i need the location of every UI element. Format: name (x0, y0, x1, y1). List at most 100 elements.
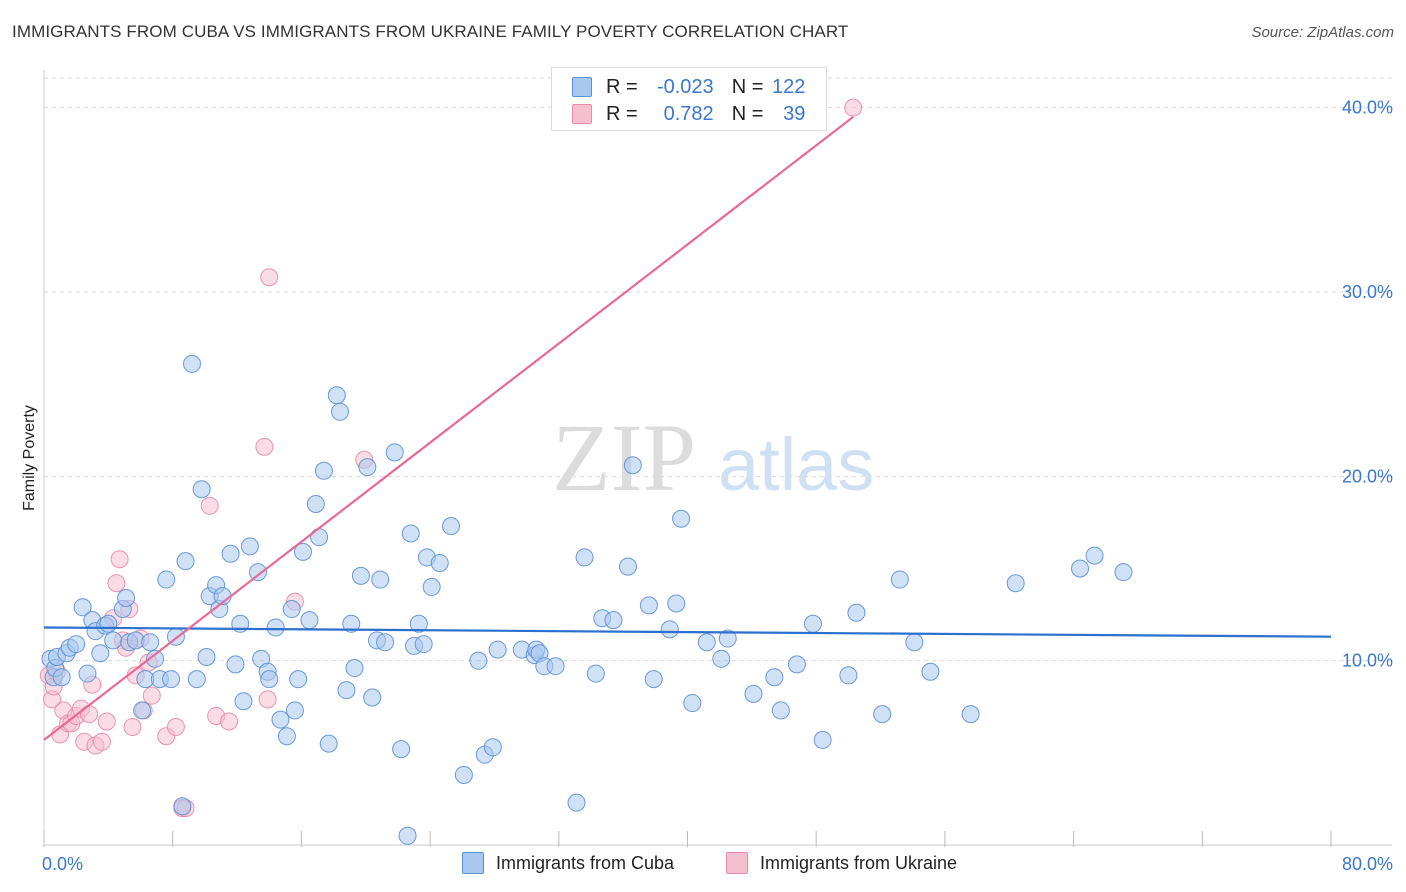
cuba-point (1071, 559, 1090, 578)
watermark-atlas: atlas (718, 423, 874, 506)
cuba-n-label: N = (731, 75, 764, 98)
cuba-point (221, 544, 240, 563)
cuba-point (409, 614, 428, 633)
legend-item-ukraine: Immigrants from Ukraine (726, 852, 957, 874)
ukraine-r-value: 0.782 (663, 102, 714, 125)
cuba-point (905, 633, 924, 652)
cuba-point (371, 570, 390, 589)
cuba-point (623, 456, 642, 475)
cuba-point (285, 701, 304, 720)
cuba-point (162, 670, 181, 689)
ukraine-trend-line (43, 115, 854, 741)
cuba-point (52, 668, 71, 687)
ukraine-point (166, 718, 185, 737)
cuba-point (260, 670, 279, 689)
cuba-point (192, 480, 211, 499)
cuba-point (803, 614, 822, 633)
cuba-point (104, 631, 123, 650)
ukraine-point (80, 705, 99, 724)
cuba-point (331, 402, 350, 421)
cuba-n-value: 122 (772, 75, 806, 98)
ukraine-point (110, 550, 129, 569)
cuba-point (310, 528, 329, 547)
cuba-point (401, 524, 420, 543)
cuba-point (873, 705, 892, 724)
cuba-point (248, 563, 267, 582)
cuba-point (351, 566, 370, 585)
ukraine-point (844, 98, 863, 117)
stats-legend: R = -0.023 N = 122 R = 0.782 N = 39 (551, 67, 827, 131)
legend-row-cuba: R = -0.023 N = 122 (572, 73, 805, 101)
cuba-point (961, 705, 980, 724)
cuba-point (469, 651, 488, 670)
ukraine-point (107, 574, 126, 593)
cuba-point (376, 633, 395, 652)
cuba-point (363, 688, 382, 707)
legend-item-cuba: Immigrants from Cuba (462, 852, 674, 874)
cuba-point (300, 611, 319, 630)
cuba-point (282, 600, 301, 619)
ukraine-point (142, 686, 161, 705)
source-label: Source: ZipAtlas.com (1251, 24, 1394, 41)
ukraine-point (258, 690, 277, 709)
cuba-point (141, 633, 160, 652)
cuba-point (483, 738, 502, 757)
cuba-point (345, 659, 364, 678)
ukraine-point (97, 712, 116, 731)
cuba-point (890, 570, 909, 589)
cuba-point (575, 548, 594, 567)
cuba-r-value: -0.023 (656, 75, 714, 98)
cuba-point (604, 611, 623, 630)
ukraine-point (92, 732, 111, 751)
cuba-point (73, 598, 92, 617)
cuba-point (342, 614, 361, 633)
cuba-point (1085, 546, 1104, 565)
cuba-point (683, 694, 702, 713)
x-tick-label-max: 80.0% (1342, 854, 1393, 874)
cuba-point (398, 826, 417, 845)
ukraine-legend-swatch (726, 852, 748, 874)
cuba-point (1006, 574, 1025, 593)
cuba-point (422, 577, 441, 596)
ukraine-legend-label: Immigrants from Ukraine (760, 852, 958, 873)
cuba-point (1114, 563, 1133, 582)
cuba-swatch (572, 77, 592, 97)
cuba-point (847, 603, 866, 622)
cuba-point (289, 670, 308, 689)
cuba-point (187, 670, 206, 689)
cuba-point (266, 618, 285, 637)
cuba-point (91, 644, 110, 663)
cuba-point (271, 710, 290, 729)
cuba-point (586, 664, 605, 683)
cuba-point (454, 765, 473, 784)
cuba-point (672, 509, 691, 528)
cuba-point (718, 629, 737, 648)
cuba-point (294, 542, 313, 561)
cuba-point (546, 657, 565, 676)
cuba-point (567, 793, 586, 812)
ukraine-swatch (572, 104, 592, 124)
cuba-point (921, 662, 940, 681)
y-tick-label: 40.0% (1342, 98, 1393, 118)
ukraine-r-label: R = (606, 102, 638, 125)
cuba-point (744, 684, 763, 703)
x-tick-label-min: 0.0% (42, 854, 83, 874)
cuba-point (813, 730, 832, 749)
y-tick-label: 10.0% (1342, 651, 1393, 671)
ukraine-n-value: 39 (783, 102, 806, 125)
watermark-zip: ZIP (552, 404, 696, 511)
cuba-point (173, 797, 192, 816)
cuba-point (771, 701, 790, 720)
cuba-point (67, 635, 86, 654)
cuba-point (319, 734, 338, 753)
cuba-point (358, 458, 377, 477)
ukraine-point (220, 712, 239, 731)
ukraine-point (200, 496, 219, 515)
ukraine-point (260, 268, 279, 287)
y-axis-label: Family Poverty (21, 405, 38, 511)
cuba-point (327, 386, 346, 405)
cuba-point (133, 701, 152, 720)
cuba-point (488, 640, 507, 659)
cuba-point (99, 614, 118, 633)
